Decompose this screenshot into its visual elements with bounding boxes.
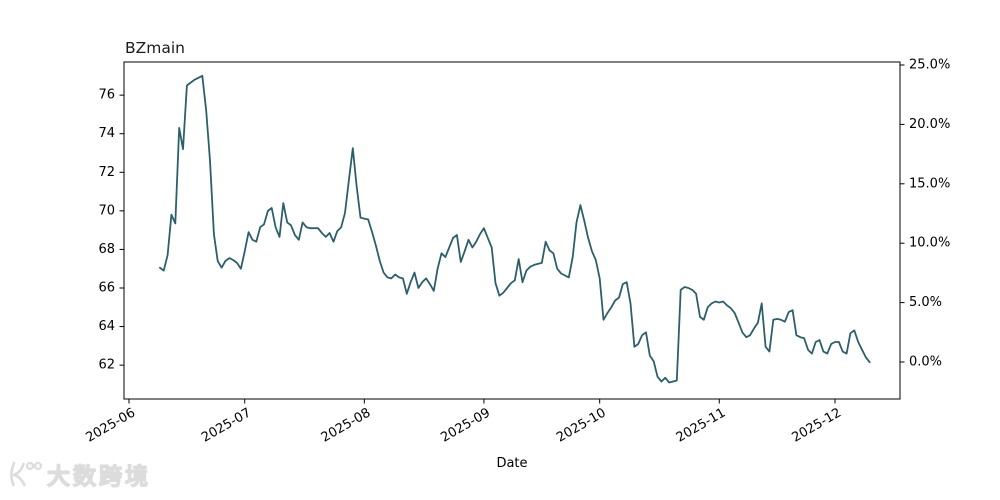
left-y-tick-label: 70 xyxy=(98,203,115,218)
x-tick-label: 2025-12 xyxy=(789,405,844,445)
right-y-tick-label: 15.0% xyxy=(909,176,950,191)
left-y-tick-label: 64 xyxy=(98,319,115,334)
x-tick-label: 2025-11 xyxy=(674,405,729,445)
x-tick-label: 2025-07 xyxy=(199,405,254,445)
left-y-tick-label: 66 xyxy=(98,280,115,295)
left-y-tick-label: 72 xyxy=(98,165,115,180)
price-series-line xyxy=(158,74,871,384)
right-y-tick-label: 10.0% xyxy=(909,236,950,251)
left-y-tick-label: 76 xyxy=(98,88,115,103)
series-layer xyxy=(158,74,871,384)
chart-title: BZmain xyxy=(125,39,185,57)
right-y-tick-label: 25.0% xyxy=(909,58,950,73)
x-tick-label: 2025-09 xyxy=(438,405,493,445)
x-tick-label: 2025-10 xyxy=(554,405,609,445)
plot-border xyxy=(123,61,901,400)
left-y-tick-label: 68 xyxy=(98,242,115,257)
right-y-tick-label: 5.0% xyxy=(909,295,942,310)
x-tick-label: 2025-06 xyxy=(83,405,138,445)
axes-layer: 2025-06 2025-07 2025-08 2025-09 2025-10 2025-… xyxy=(83,58,950,446)
left-y-tick-label: 62 xyxy=(98,358,115,373)
x-tick-label: 2025-08 xyxy=(319,405,374,445)
right-y-tick-label: 0.0% xyxy=(909,355,942,370)
x-axis-title: Date xyxy=(496,456,527,471)
right-y-tick-label: 20.0% xyxy=(909,117,950,132)
left-y-tick-label: 74 xyxy=(98,126,115,141)
